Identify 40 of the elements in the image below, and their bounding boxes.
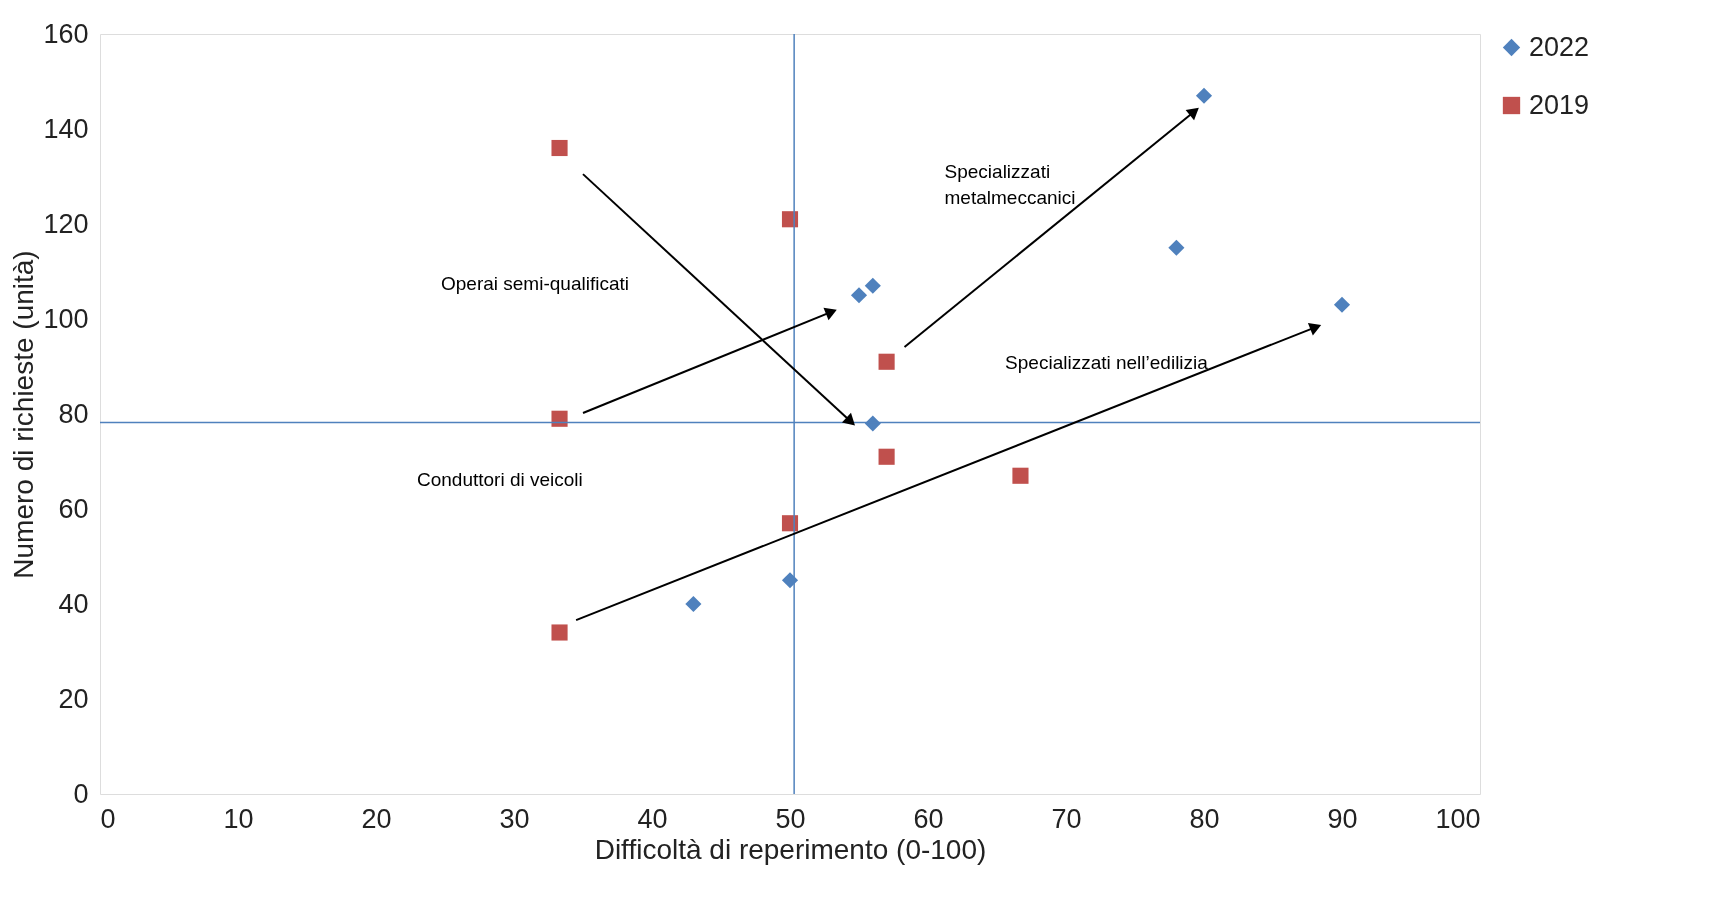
x-tick-label: 100: [1435, 803, 1481, 834]
y-tick-label: 120: [43, 208, 89, 239]
legend-label: 2019: [1529, 89, 1590, 120]
x-tick-label: 20: [361, 803, 392, 834]
y-tick-label: 40: [58, 588, 89, 619]
x-tick-label: 70: [1051, 803, 1082, 834]
y-tick-label: 0: [73, 778, 89, 809]
point: [1168, 239, 1185, 256]
x-tick-label: 80: [1189, 803, 1220, 834]
x-tick-label: 50: [775, 803, 806, 834]
y-tick-label: 100: [43, 303, 89, 334]
legend-label: 2022: [1529, 31, 1590, 62]
y-tick-label: 20: [58, 683, 89, 714]
point: [850, 287, 868, 304]
y-tick-label: 60: [58, 493, 89, 524]
x-tick-label: 30: [499, 803, 530, 834]
point: [551, 139, 568, 157]
x-tick-label: 90: [1327, 803, 1358, 834]
point: [1195, 87, 1213, 104]
point: [878, 353, 895, 370]
y-tick-label: 160: [43, 18, 89, 49]
x-tick-label: 60: [913, 803, 944, 834]
y-tick-label: 80: [58, 398, 89, 429]
point: [551, 410, 568, 427]
point: [1333, 296, 1351, 313]
annotation: Operai semi-qualificati: [441, 273, 629, 295]
point: [551, 624, 568, 641]
point: [878, 448, 895, 465]
annotation: Specializzati nell’edilizia: [1005, 352, 1209, 374]
point: [1012, 467, 1029, 484]
y-tick-label: 140: [43, 113, 89, 144]
x-tick-label: 10: [223, 803, 254, 834]
annotation: Conduttori di veicoli: [417, 469, 583, 491]
x-axis-title: Difficoltà di reperimento (0-100): [594, 833, 987, 865]
annotation: Specializzati metalmeccanici: [944, 161, 1076, 209]
point: [864, 277, 881, 294]
y-axis-title: Numero di richieste (unità): [8, 250, 40, 579]
point: [685, 595, 702, 613]
x-tick-label: 0: [100, 803, 116, 834]
x-tick-label: 40: [637, 803, 668, 834]
